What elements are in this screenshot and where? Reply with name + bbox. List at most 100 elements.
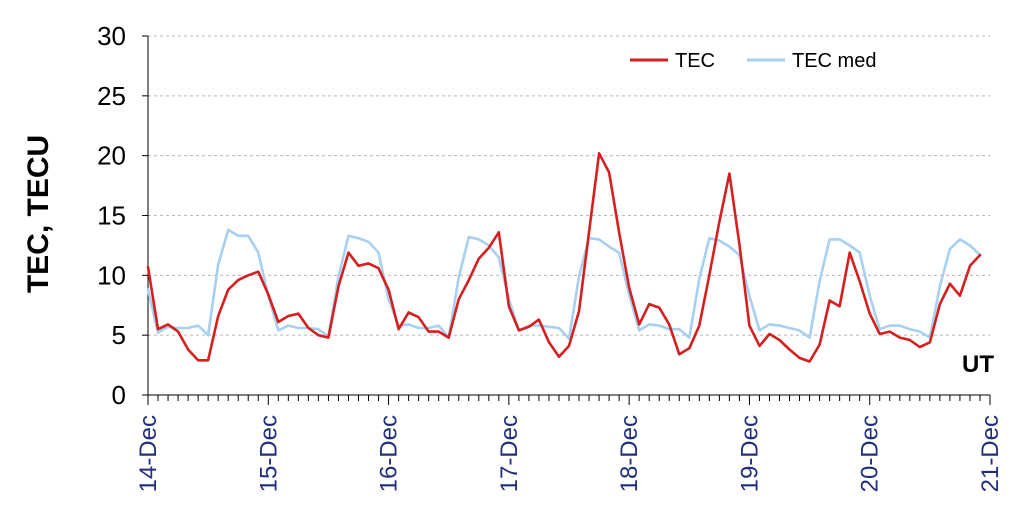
legend-tec-med-label: TEC med	[792, 50, 876, 72]
data-point-s1-33	[478, 238, 480, 241]
data-point-s0-65	[798, 357, 801, 359]
data-point-s1-71	[858, 251, 861, 254]
y-tick-labels: 0 5 10 15 20 25 30	[97, 21, 126, 410]
series-layer	[146, 152, 982, 363]
data-point-s0-34	[488, 247, 490, 249]
data-point-s0-3	[177, 330, 179, 333]
x-tick-labels: 14-Dec 15-Dec 16-Dec 17-Dec 18-Dec 19-Dec 20-D…	[135, 415, 1004, 492]
data-point-s1-67	[818, 280, 821, 283]
data-point-s1-17	[317, 328, 320, 331]
data-point-s0-56	[708, 274, 711, 277]
data-point-s1-11	[257, 251, 260, 254]
data-point-s0-37	[518, 329, 520, 332]
data-point-s0-32	[468, 279, 470, 281]
data-point-s1-10	[247, 235, 249, 237]
data-point-s0-58	[728, 172, 731, 175]
data-point-s1-54	[688, 336, 691, 339]
data-point-s0-23	[377, 267, 380, 270]
data-point-s0-40	[548, 341, 550, 344]
data-point-s1-55	[698, 278, 701, 280]
data-point-s0-8	[227, 288, 229, 291]
data-point-s1-43	[578, 275, 580, 278]
data-point-s0-1	[157, 328, 159, 331]
data-point-s0-43	[578, 310, 580, 313]
data-point-s0-57	[718, 220, 721, 223]
data-point-s1-19	[337, 275, 340, 278]
data-point-s1-2	[167, 326, 169, 328]
data-point-s0-28	[427, 330, 430, 333]
data-point-s1-42	[568, 338, 570, 340]
data-point-s0-21	[357, 265, 360, 267]
data-point-s1-76	[909, 328, 911, 331]
data-point-s1-32	[468, 236, 470, 238]
data-point-s0-17	[317, 334, 320, 337]
data-point-s1-74	[889, 324, 891, 327]
data-point-s0-63	[778, 339, 781, 341]
data-point-s0-64	[788, 348, 791, 351]
data-point-s0-60	[748, 324, 751, 327]
data-point-s1-65	[798, 329, 801, 332]
y-tick-label-0: 0	[112, 380, 126, 410]
data-point-s0-36	[508, 305, 510, 308]
data-point-s0-42	[568, 345, 570, 347]
legend: TEC TEC med	[630, 50, 876, 72]
series-points-0	[147, 152, 981, 363]
data-point-s0-26	[407, 311, 410, 314]
data-point-s1-48	[628, 293, 630, 296]
data-point-s0-70	[848, 251, 851, 254]
data-point-s1-53	[678, 328, 681, 331]
data-point-s1-23	[377, 251, 380, 254]
data-point-s1-4	[187, 327, 189, 329]
data-point-s1-0	[147, 288, 149, 291]
data-point-s1-73	[878, 328, 881, 331]
data-point-s1-13	[277, 329, 280, 332]
data-point-s1-64	[788, 327, 791, 329]
x-tick-label-3: 17-Dec	[496, 415, 523, 492]
data-point-s0-31	[457, 298, 460, 301]
data-point-s1-77	[919, 330, 921, 333]
data-point-s0-78	[929, 341, 931, 344]
y-tick-label-1: 5	[112, 320, 126, 350]
data-point-s0-19	[337, 285, 340, 287]
data-point-s0-74	[889, 330, 891, 333]
data-point-s0-54	[688, 347, 691, 350]
data-point-s0-82	[969, 265, 971, 267]
data-point-s1-27	[417, 327, 420, 329]
y-tick-label-3: 15	[97, 201, 126, 231]
data-point-s1-7	[217, 263, 219, 266]
data-point-s0-47	[618, 231, 620, 234]
data-point-s0-48	[628, 286, 630, 289]
data-point-s0-0	[147, 266, 149, 268]
data-point-s1-24	[387, 298, 390, 301]
data-point-s0-5	[197, 359, 199, 362]
data-point-s1-69	[838, 238, 841, 241]
data-point-s1-61	[758, 329, 761, 332]
y-axis-label: TEC, TECU	[22, 135, 55, 293]
data-point-s0-75	[899, 336, 901, 339]
series-line-1	[146, 228, 982, 341]
data-point-s0-53	[678, 353, 681, 356]
data-point-s0-52	[668, 323, 670, 326]
data-point-s1-3	[177, 327, 179, 329]
data-point-s1-26	[407, 323, 410, 326]
data-point-s1-15	[297, 327, 300, 329]
data-point-s0-27	[417, 316, 420, 319]
data-point-s0-77	[919, 346, 921, 348]
data-point-s0-45	[598, 152, 600, 155]
data-point-s0-7	[217, 315, 219, 317]
data-point-s0-68	[828, 299, 831, 302]
data-point-s1-40	[548, 326, 550, 328]
data-point-s0-38	[528, 326, 530, 328]
data-point-s1-41	[558, 327, 560, 329]
data-point-s1-80	[949, 248, 951, 250]
data-point-s1-56	[708, 237, 711, 239]
data-point-s1-28	[427, 327, 430, 329]
data-point-s0-35	[498, 231, 500, 234]
data-point-s1-22	[367, 241, 370, 243]
data-point-s0-30	[447, 336, 450, 339]
data-point-s0-72	[868, 312, 871, 315]
data-point-s1-68	[828, 238, 831, 241]
data-point-s1-75	[899, 324, 901, 327]
legend-tec-label: TEC	[675, 50, 715, 72]
